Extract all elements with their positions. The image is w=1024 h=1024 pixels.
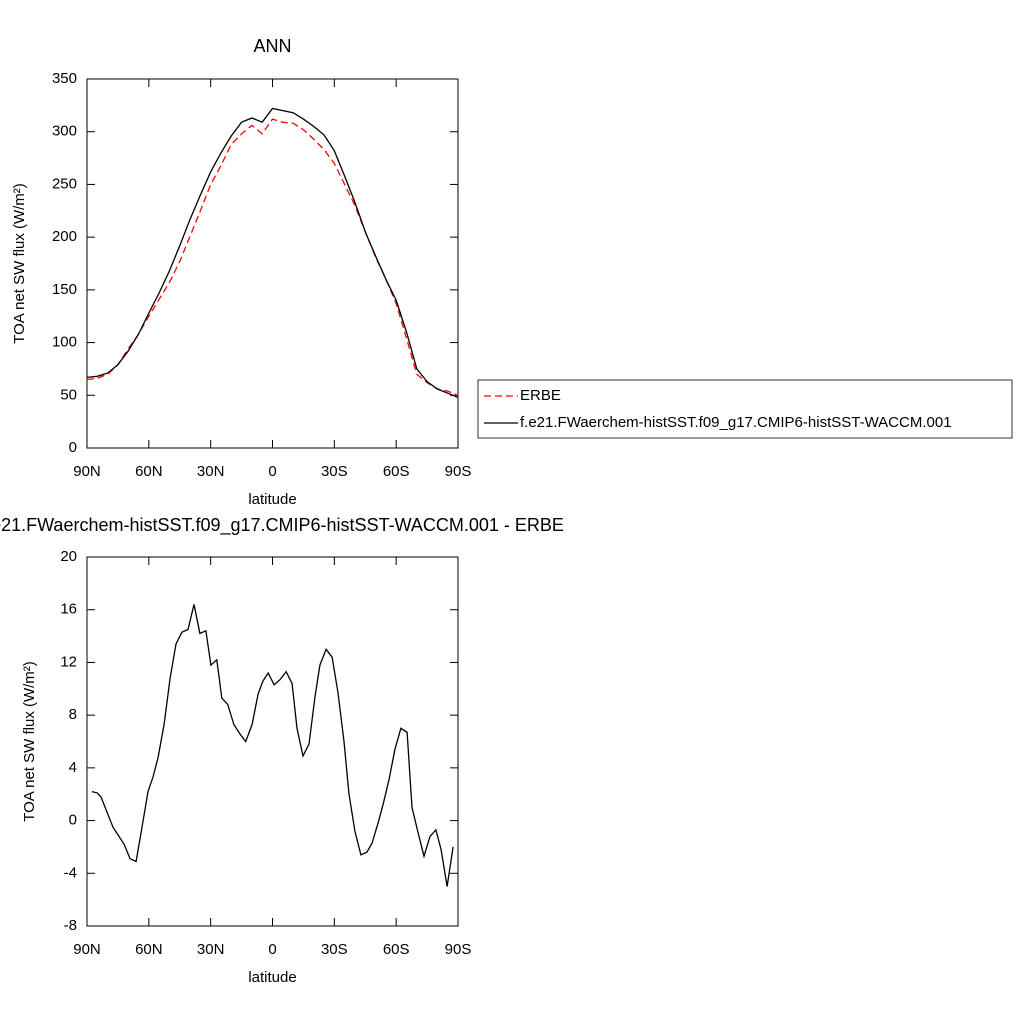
y-tick-label: -8	[64, 917, 77, 934]
y-axis-label: TOA net SW flux (W/m²)	[11, 183, 28, 344]
x-tick-label: 0	[268, 463, 276, 480]
data-line	[86, 107, 459, 399]
y-tick-label: 150	[52, 281, 77, 298]
chart-title: ANN	[253, 36, 291, 56]
x-tick-label: 90S	[445, 941, 472, 958]
y-tick-label: -4	[64, 864, 77, 881]
y-tick-label: 100	[52, 334, 77, 351]
y-tick-label: 4	[69, 759, 77, 776]
y-tick-label: 16	[60, 601, 77, 618]
x-tick-label: 60S	[383, 941, 410, 958]
plot-frame	[86, 78, 459, 449]
x-axis-label: latitude	[248, 969, 296, 986]
x-tick-label: 30N	[197, 463, 225, 480]
x-tick-label: 90N	[73, 463, 101, 480]
legend-label: ERBE	[520, 387, 561, 404]
x-tick-label: 30N	[197, 941, 225, 958]
x-tick-label: 60N	[135, 463, 163, 480]
x-tick-label: 60N	[135, 941, 163, 958]
data-line	[86, 118, 459, 396]
x-tick-label: 90N	[73, 941, 101, 958]
plot-frame	[86, 556, 459, 927]
legend-label: f.e21.FWaerchem-histSST.f09_g17.CMIP6-hi…	[520, 414, 952, 431]
y-tick-label: 8	[69, 706, 77, 723]
y-tick-label: 20	[60, 548, 77, 565]
y-tick-label: 200	[52, 228, 77, 245]
x-axis-label: latitude	[248, 491, 296, 508]
y-tick-label: 0	[69, 812, 77, 829]
data-line	[91, 604, 454, 887]
x-tick-label: 30S	[321, 463, 348, 480]
x-tick-label: 90S	[445, 463, 472, 480]
chart-title: f.e21.FWaerchem-histSST.f09_g17.CMIP6-hi…	[0, 515, 564, 536]
y-tick-label: 50	[60, 386, 77, 403]
y-tick-label: 250	[52, 175, 77, 192]
y-tick-label: 12	[60, 653, 77, 670]
y-tick-label: 0	[69, 439, 77, 456]
x-tick-label: 60S	[383, 463, 410, 480]
y-axis-label: TOA net SW flux (W/m²)	[21, 661, 38, 822]
x-tick-label: 30S	[321, 941, 348, 958]
x-tick-label: 0	[268, 941, 276, 958]
y-tick-label: 350	[52, 70, 77, 87]
legend-box	[477, 379, 1013, 439]
y-tick-label: 300	[52, 123, 77, 140]
